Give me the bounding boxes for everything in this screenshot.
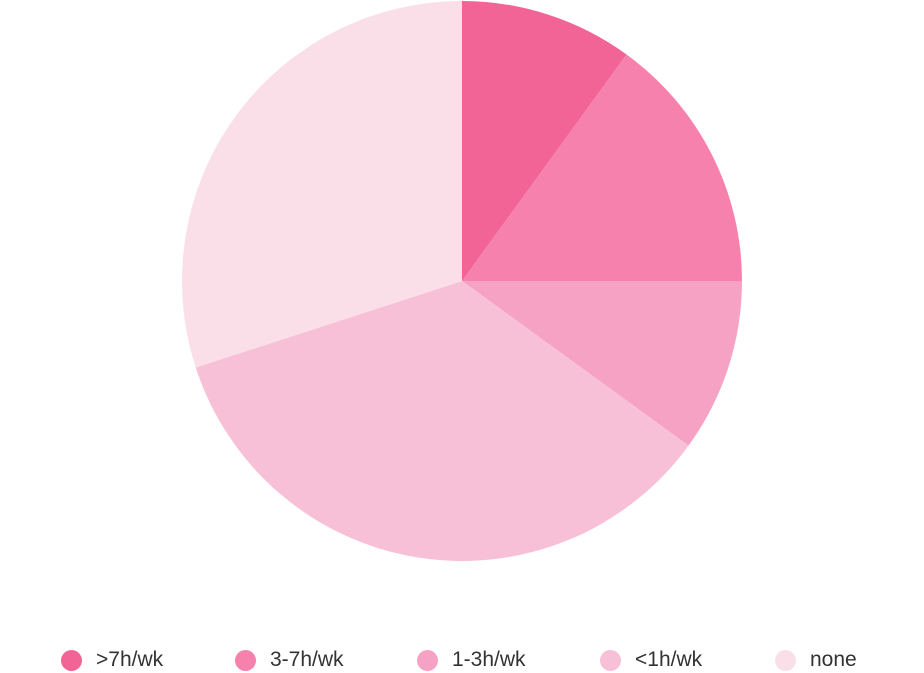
pie-slice[interactable] (195, 281, 689, 561)
legend-swatch (775, 649, 796, 671)
legend-item: 3-7h/wk (235, 644, 344, 673)
legend-swatch (61, 649, 82, 671)
pie-slice[interactable] (462, 54, 742, 282)
legend-item: <1h/wk (600, 644, 702, 673)
legend-swatch (235, 649, 256, 671)
legend-label: none (810, 648, 857, 671)
legend-swatch (417, 649, 438, 671)
pie-chart (181, 1, 742, 561)
legend-label: >7h/wk (96, 648, 164, 671)
legend-label: 1-3h/wk (452, 648, 526, 671)
legend-item: >7h/wk (61, 644, 163, 673)
pie-slice[interactable] (462, 1, 627, 281)
legend: >7h/wk 3-7h/wk 1-3h/wk <1h/wk none (0, 644, 924, 673)
legend-label: <1h/wk (635, 648, 703, 671)
legend-item: none (775, 644, 857, 673)
pie-slice[interactable] (181, 1, 462, 368)
legend-label: 3-7h/wk (270, 648, 344, 671)
pie-slice[interactable] (462, 281, 742, 446)
legend-item: 1-3h/wk (417, 644, 526, 673)
legend-swatch (600, 649, 621, 671)
